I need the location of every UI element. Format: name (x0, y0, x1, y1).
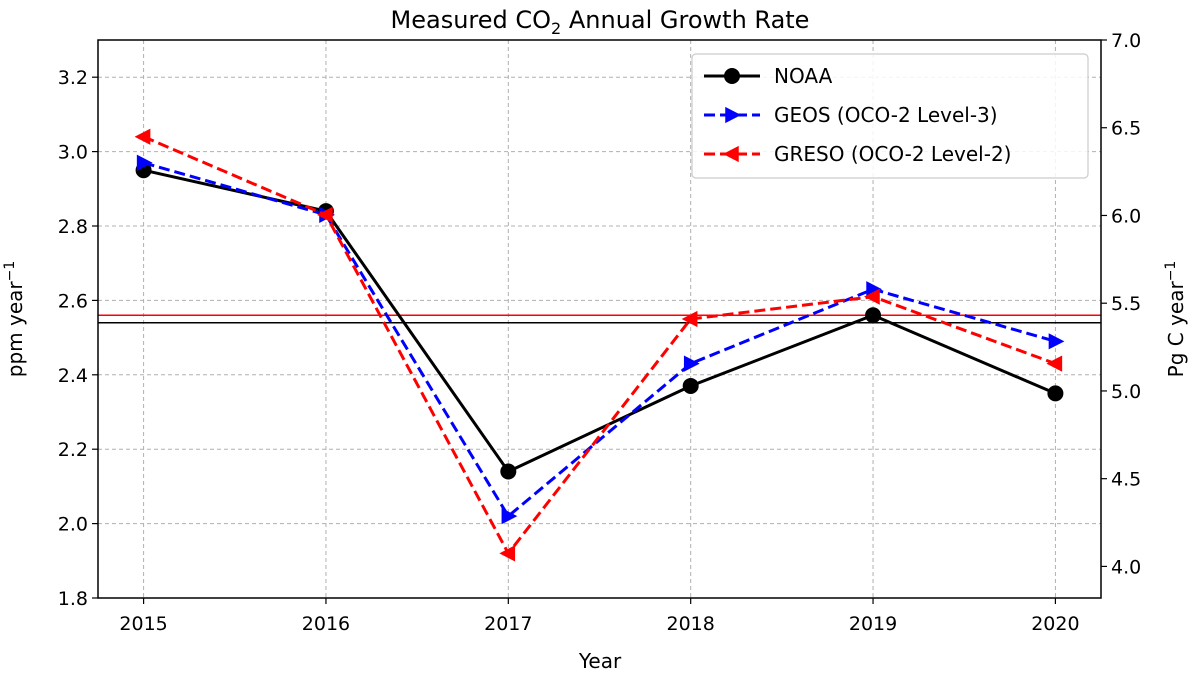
data-point (1047, 385, 1064, 402)
data-point (681, 310, 698, 328)
legend-box (691, 53, 1089, 179)
y-right-tick-label: 4.5 (1111, 469, 1141, 491)
x-tick-label: 2020 (1031, 613, 1079, 635)
y-axis-label: ppm year−1 (2, 261, 27, 378)
y-right-tick-label: 5.5 (1111, 293, 1141, 315)
data-point (136, 154, 153, 171)
y-tick-label: 2.6 (58, 290, 88, 312)
x-axis-label: Year (578, 649, 622, 673)
x-tick-label: 2015 (119, 613, 167, 635)
chart-title: Measured CO2 Annual Growth Rate (391, 6, 810, 38)
plot-frame (97, 39, 1102, 599)
data-point (500, 463, 517, 480)
series-2 (136, 154, 1065, 525)
series-line (143, 161, 1056, 519)
series-line (143, 168, 1056, 474)
series-lines (134, 128, 1065, 562)
data-point (864, 288, 880, 305)
y-tick-label: 2.8 (58, 216, 88, 238)
data-point (316, 206, 333, 223)
legend-label: GRESO (OCO-2 Level-2) (774, 142, 1011, 166)
data-point (865, 307, 882, 324)
data-point (134, 128, 151, 145)
legend-marker (724, 68, 740, 84)
legend-marker (723, 145, 739, 163)
x-tick-label: 2016 (302, 613, 350, 635)
data-point (682, 377, 699, 394)
x-tick-label: 2019 (849, 613, 897, 635)
x-tick-label: 2018 (667, 613, 715, 635)
axes: 2015 2016 2017 2018 2019 2020 1.8 2.0 2.2 2.4 2.6 2… (58, 30, 1141, 635)
data-point (1046, 355, 1063, 372)
legend-label: NOAA (774, 64, 833, 88)
series-3 (134, 128, 1063, 562)
y-tick-label: 3.2 (58, 67, 88, 89)
data-point (866, 281, 883, 298)
y-tick-label: 2.2 (58, 439, 88, 461)
series-1 (135, 162, 1064, 480)
legend-marker (725, 106, 741, 124)
data-point (501, 508, 518, 525)
data-point (1048, 333, 1065, 350)
data-point (499, 545, 516, 562)
y-right-tick-label: 4.0 (1111, 556, 1141, 578)
y-axis-right-label: Pg C year−1 (1163, 261, 1188, 378)
y-right-tick-label: 7.0 (1111, 30, 1141, 52)
y-tick-label: 2.0 (58, 514, 88, 536)
series-line (143, 135, 1056, 557)
y-tick-label: 1.8 (58, 588, 88, 610)
y-right-tick-label: 6.0 (1111, 205, 1141, 227)
y-tick-label: 3.0 (58, 142, 88, 164)
x-tick-label: 2017 (484, 613, 532, 635)
legend-label: GEOS (OCO-2 Level-3) (774, 103, 998, 127)
y-tick-label: 2.4 (58, 365, 88, 387)
y-right-tick-label: 5.0 (1111, 381, 1141, 403)
reference-lines (98, 314, 1101, 324)
data-point (683, 355, 700, 372)
y-right-tick-label: 6.5 (1111, 118, 1141, 140)
legend: NOAA GEOS (OCO-2 Level-3) GRESO (OCO-2 Lev… (691, 53, 1089, 179)
